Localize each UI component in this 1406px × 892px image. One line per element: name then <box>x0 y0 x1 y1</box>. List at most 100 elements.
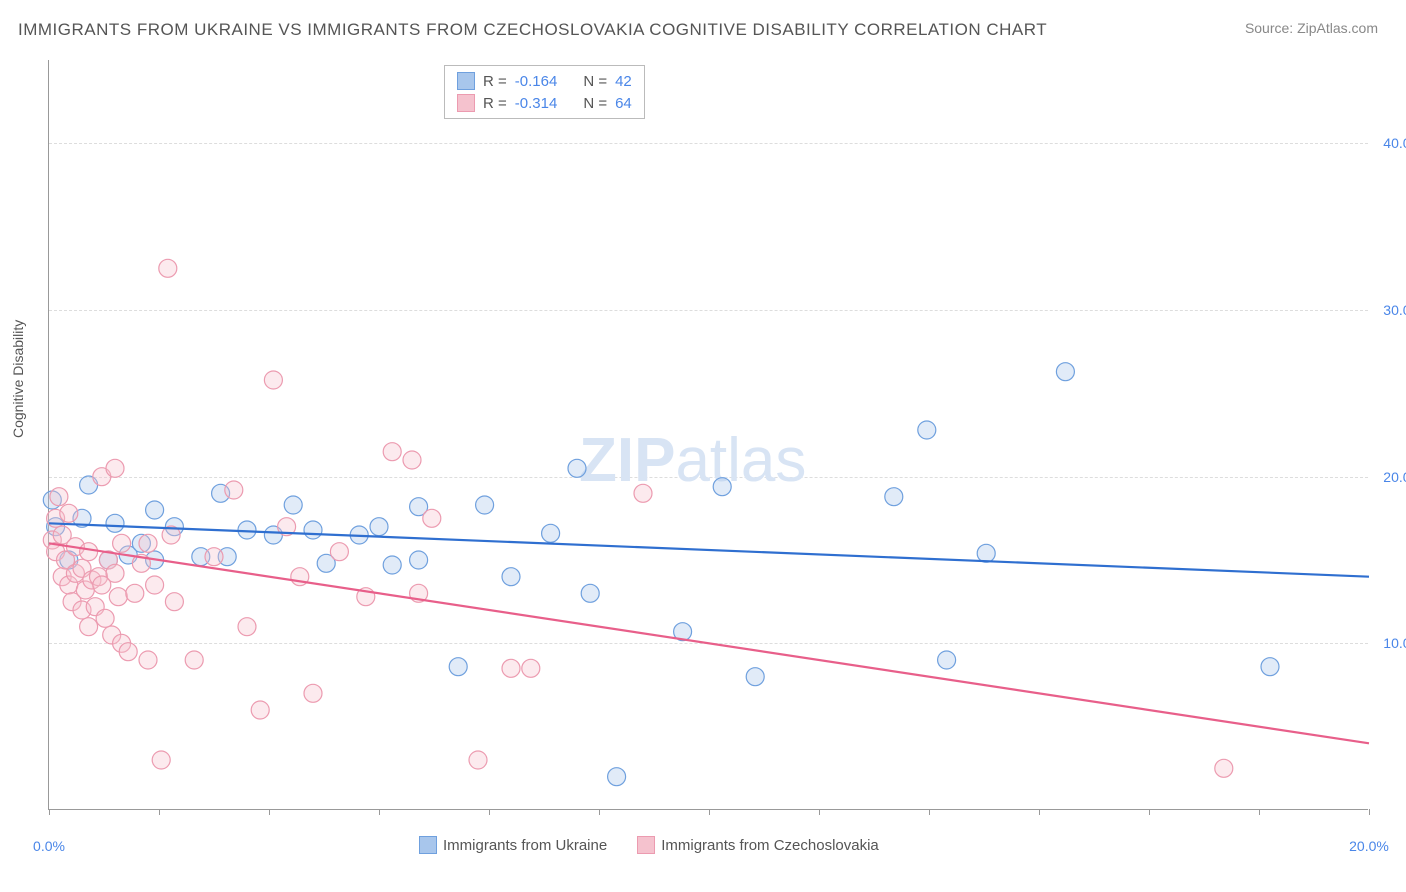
data-point <box>977 544 995 562</box>
data-point <box>542 524 560 542</box>
data-point <box>238 618 256 636</box>
data-point <box>713 478 731 496</box>
x-tick-mark <box>159 809 160 815</box>
y-tick-label: 30.0% <box>1383 302 1406 318</box>
correlation-legend: R = -0.164 N = 42 R = -0.314 N = 64 <box>444 65 645 119</box>
source-label: Source: ZipAtlas.com <box>1245 20 1378 36</box>
data-point <box>634 484 652 502</box>
series-legend-item: Immigrants from Czechoslovakia <box>637 836 879 854</box>
x-tick-mark <box>269 809 270 815</box>
data-point <box>1261 658 1279 676</box>
legend-swatch <box>419 836 437 854</box>
data-point <box>139 651 157 669</box>
data-point <box>152 751 170 769</box>
x-tick-mark <box>489 809 490 815</box>
data-point <box>159 259 177 277</box>
data-point <box>106 564 124 582</box>
data-point <box>938 651 956 669</box>
data-point <box>96 609 114 627</box>
chart-plot-area: 10.0%20.0%30.0%40.0% 0.0%20.0% ZIPatlas … <box>48 60 1368 810</box>
data-point <box>80 543 98 561</box>
legend-r-label: R = <box>483 95 507 112</box>
x-tick-mark <box>1259 809 1260 815</box>
x-tick-mark <box>819 809 820 815</box>
data-point <box>423 509 441 527</box>
data-point <box>502 568 520 586</box>
data-point <box>370 518 388 536</box>
legend-swatch <box>457 72 475 90</box>
y-tick-label: 40.0% <box>1383 135 1406 151</box>
x-tick-mark <box>379 809 380 815</box>
x-tick-mark <box>599 809 600 815</box>
data-point <box>449 658 467 676</box>
data-point <box>119 643 137 661</box>
trend-line <box>49 523 1369 576</box>
data-point <box>581 584 599 602</box>
legend-swatch <box>637 836 655 854</box>
y-tick-label: 10.0% <box>1383 635 1406 651</box>
data-point <box>383 443 401 461</box>
data-point <box>106 459 124 477</box>
legend-r-value: -0.164 <box>515 73 558 90</box>
data-point <box>1215 759 1233 777</box>
y-tick-label: 20.0% <box>1383 469 1406 485</box>
scatter-plot-svg <box>49 60 1368 809</box>
x-tick-mark <box>1149 809 1150 815</box>
data-point <box>1056 363 1074 381</box>
data-point <box>304 521 322 539</box>
legend-r-value: -0.314 <box>515 95 558 112</box>
data-point <box>304 684 322 702</box>
series-legend: Immigrants from Ukraine Immigrants from C… <box>419 836 879 854</box>
data-point <box>80 618 98 636</box>
data-point <box>522 659 540 677</box>
series-legend-item: Immigrants from Ukraine <box>419 836 607 854</box>
data-point <box>126 584 144 602</box>
x-tick-mark <box>709 809 710 815</box>
data-point <box>225 481 243 499</box>
data-point <box>746 668 764 686</box>
data-point <box>284 496 302 514</box>
legend-n-value: 42 <box>615 73 632 90</box>
x-tick-mark <box>49 809 50 815</box>
legend-row: R = -0.164 N = 42 <box>457 70 632 92</box>
legend-n-label: N = <box>583 95 607 112</box>
data-point <box>146 576 164 594</box>
data-point <box>106 514 124 532</box>
data-point <box>205 548 223 566</box>
legend-n-value: 64 <box>615 95 632 112</box>
data-point <box>403 451 421 469</box>
data-point <box>185 651 203 669</box>
data-point <box>146 501 164 519</box>
x-tick-mark <box>929 809 930 815</box>
data-point <box>251 701 269 719</box>
data-point <box>568 459 586 477</box>
data-point <box>165 593 183 611</box>
series-legend-label: Immigrants from Czechoslovakia <box>661 837 879 854</box>
data-point <box>885 488 903 506</box>
legend-r-label: R = <box>483 73 507 90</box>
data-point <box>476 496 494 514</box>
x-tick-label: 20.0% <box>1349 838 1389 854</box>
legend-row: R = -0.314 N = 64 <box>457 92 632 114</box>
chart-title: IMMIGRANTS FROM UKRAINE VS IMMIGRANTS FR… <box>18 20 1047 40</box>
data-point <box>502 659 520 677</box>
data-point <box>113 534 131 552</box>
x-tick-mark <box>1039 809 1040 815</box>
data-point <box>60 504 78 522</box>
trend-line <box>49 543 1369 743</box>
data-point <box>109 588 127 606</box>
x-tick-mark <box>1369 809 1370 815</box>
data-point <box>330 543 348 561</box>
data-point <box>50 488 68 506</box>
y-axis-label: Cognitive Disability <box>10 320 26 438</box>
legend-swatch <box>457 94 475 112</box>
data-point <box>608 768 626 786</box>
data-point <box>410 551 428 569</box>
data-point <box>469 751 487 769</box>
data-point <box>918 421 936 439</box>
data-point <box>383 556 401 574</box>
legend-n-label: N = <box>583 73 607 90</box>
series-legend-label: Immigrants from Ukraine <box>443 837 607 854</box>
x-tick-label: 0.0% <box>33 838 65 854</box>
data-point <box>264 371 282 389</box>
